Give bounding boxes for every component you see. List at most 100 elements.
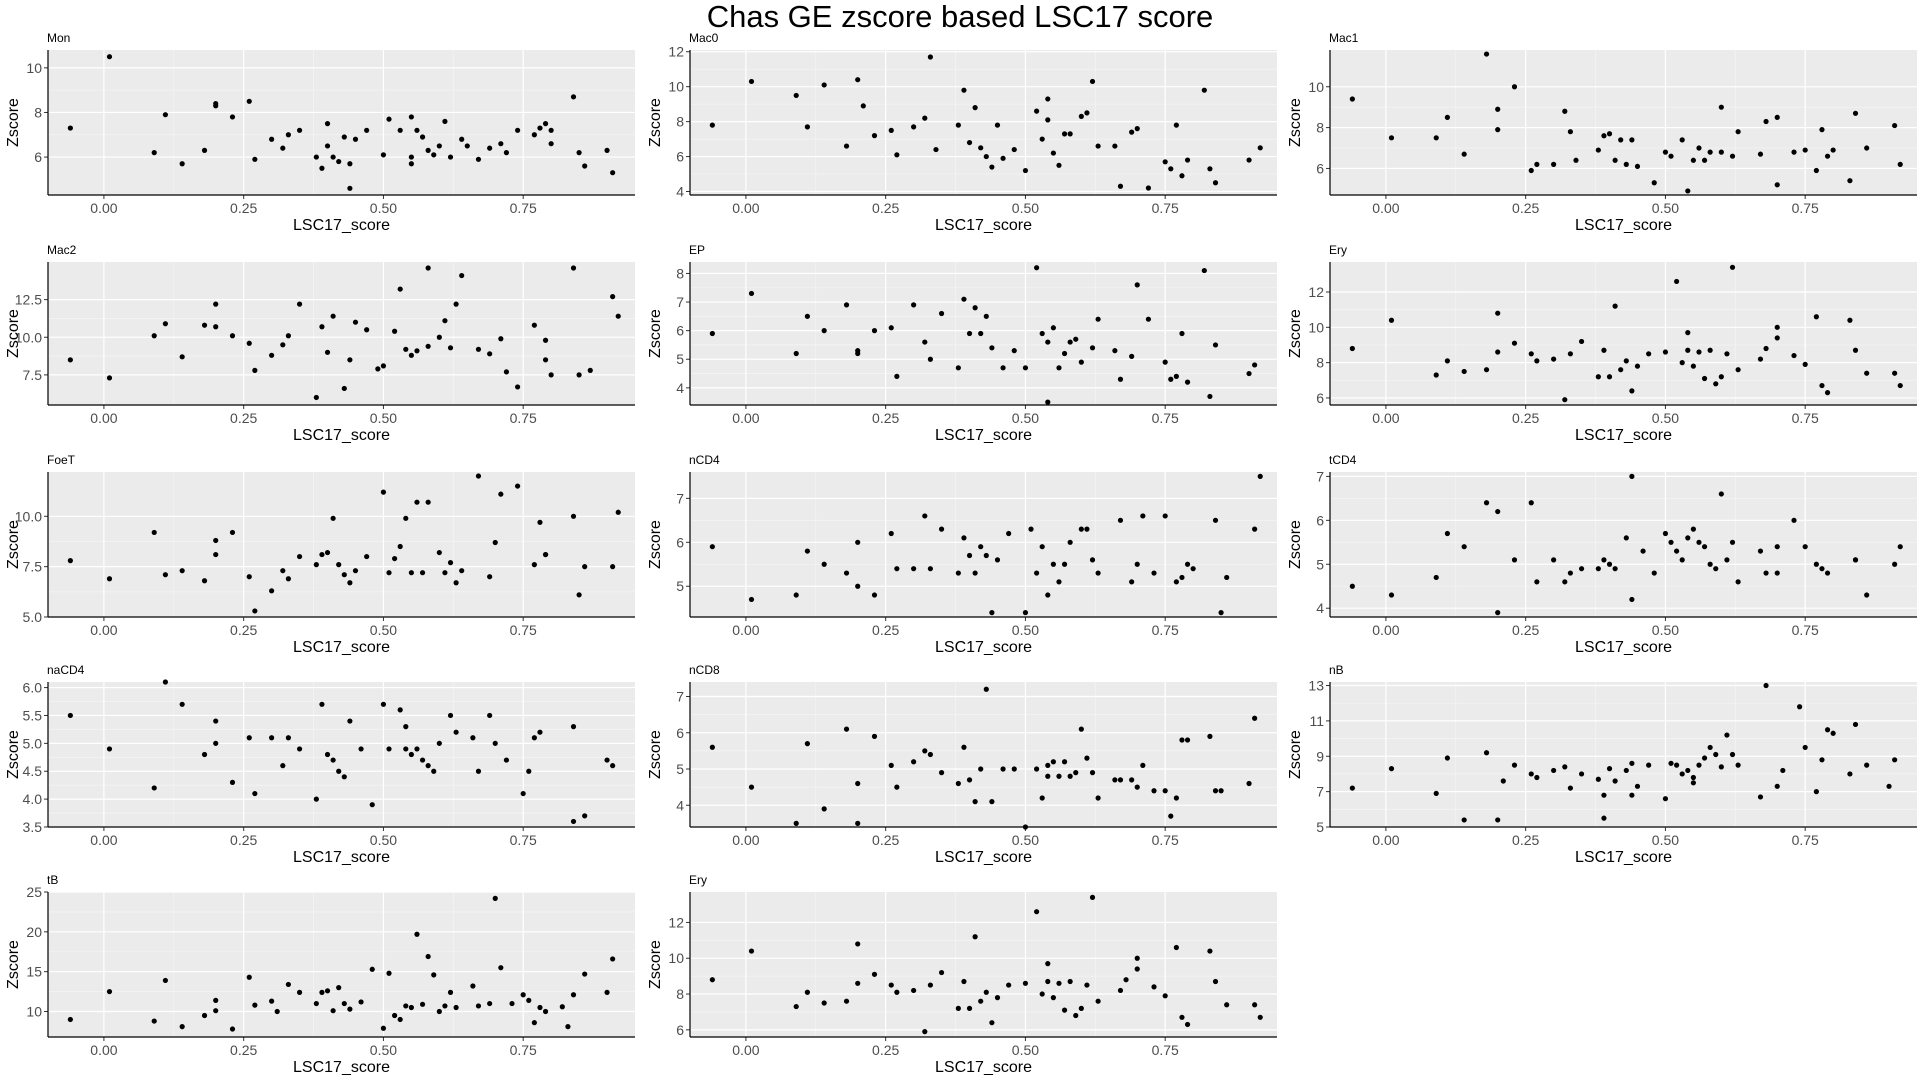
data-point xyxy=(162,679,168,685)
data-point xyxy=(475,346,482,352)
data-point xyxy=(855,583,861,589)
x-tick-label: 0.50 xyxy=(1652,200,1679,216)
data-point xyxy=(162,572,168,578)
data-point xyxy=(1207,166,1213,172)
data-point xyxy=(1084,110,1090,116)
data-point xyxy=(280,763,286,769)
data-point xyxy=(425,953,431,960)
data-point xyxy=(843,726,850,732)
data-point xyxy=(587,367,593,373)
data-point xyxy=(375,366,381,372)
data-point xyxy=(1534,579,1540,585)
data-point xyxy=(1078,113,1084,119)
data-point xyxy=(1897,382,1903,389)
x-tick-label: 0.00 xyxy=(1372,832,1399,848)
data-point xyxy=(330,757,336,763)
data-point xyxy=(542,1008,549,1015)
data-point xyxy=(1606,374,1613,380)
data-point xyxy=(1713,566,1719,572)
data-point xyxy=(570,992,577,998)
data-point xyxy=(1006,530,1012,537)
data-point xyxy=(1207,393,1213,400)
data-point xyxy=(229,1026,236,1032)
data-point xyxy=(1112,348,1118,354)
data-point xyxy=(1757,356,1764,362)
data-point xyxy=(1802,744,1808,751)
data-point xyxy=(1724,732,1730,738)
data-point xyxy=(1067,773,1073,779)
data-point xyxy=(1162,359,1168,365)
data-point xyxy=(1813,561,1819,567)
data-point xyxy=(1162,993,1168,999)
data-point xyxy=(447,989,454,995)
data-point xyxy=(515,483,521,489)
data-point xyxy=(709,122,715,128)
data-point xyxy=(386,970,392,976)
data-point xyxy=(966,1005,973,1011)
data-point xyxy=(1679,557,1685,563)
data-point xyxy=(1145,185,1152,191)
data-point xyxy=(1067,339,1073,345)
data-point xyxy=(1034,909,1040,915)
data-point xyxy=(296,127,303,133)
x-axis-title: LSC17_score xyxy=(1575,217,1672,234)
data-point xyxy=(1824,570,1831,576)
data-point xyxy=(1050,759,1056,765)
data-point xyxy=(1112,777,1118,783)
data-point xyxy=(274,1008,280,1015)
data-point xyxy=(1045,961,1051,967)
data-point xyxy=(1022,365,1029,371)
x-tick-label: 0.75 xyxy=(1152,832,1179,848)
data-point xyxy=(871,733,878,739)
data-point xyxy=(855,539,861,545)
y-tick-label: 7.5 xyxy=(23,367,43,383)
data-point xyxy=(1573,157,1579,163)
x-axis-title: LSC17_score xyxy=(935,639,1032,656)
data-point xyxy=(1830,147,1836,153)
data-point xyxy=(1685,330,1691,336)
data-point xyxy=(442,570,448,576)
data-point xyxy=(1039,795,1045,801)
x-axis-title: LSC17_score xyxy=(293,849,390,866)
data-point xyxy=(1690,780,1696,786)
data-point xyxy=(201,322,208,328)
y-tick-label: 7 xyxy=(676,294,684,310)
y-tick-label: 6 xyxy=(676,323,684,339)
data-point xyxy=(1847,317,1853,323)
panel-nacd4-9: 0.00 0.25 0.50 0.75 3.5 4.0 4.5 5.0 5.5 6.0 naCD4 L… xyxy=(5,663,635,866)
y-axis-title: Zscore xyxy=(1287,520,1304,569)
panel-ncd4-7: 0.00 0.25 0.50 0.75 5 6 7 nCD4 LSC17_score Zscore xyxy=(647,453,1277,656)
data-point xyxy=(1179,330,1185,337)
data-point xyxy=(1246,370,1252,377)
data-point xyxy=(1601,347,1607,353)
data-point xyxy=(269,735,275,741)
data-point xyxy=(1724,351,1730,357)
data-point xyxy=(1612,778,1618,784)
data-point xyxy=(582,564,588,570)
data-point xyxy=(983,153,989,160)
data-point xyxy=(1201,87,1207,93)
data-point xyxy=(804,741,811,747)
y-tick-label: 7 xyxy=(1316,784,1324,800)
data-point xyxy=(894,989,900,995)
data-point xyxy=(1444,530,1450,537)
data-point xyxy=(470,983,476,989)
data-point xyxy=(922,748,928,754)
data-point xyxy=(425,343,431,349)
data-point xyxy=(67,125,73,131)
data-point xyxy=(408,352,414,358)
data-point xyxy=(285,576,291,582)
data-point xyxy=(1534,358,1540,364)
x-axis-title: LSC17_score xyxy=(935,849,1032,866)
data-point xyxy=(520,790,526,797)
y-tick-label: 8 xyxy=(1316,355,1324,371)
data-point xyxy=(1117,517,1124,523)
data-point xyxy=(1067,978,1073,985)
data-point xyxy=(927,751,933,758)
data-point xyxy=(748,784,755,790)
data-point xyxy=(1078,526,1084,532)
data-point xyxy=(1847,771,1853,777)
data-point xyxy=(1067,539,1073,545)
data-point xyxy=(804,989,811,995)
data-point xyxy=(1117,777,1124,783)
